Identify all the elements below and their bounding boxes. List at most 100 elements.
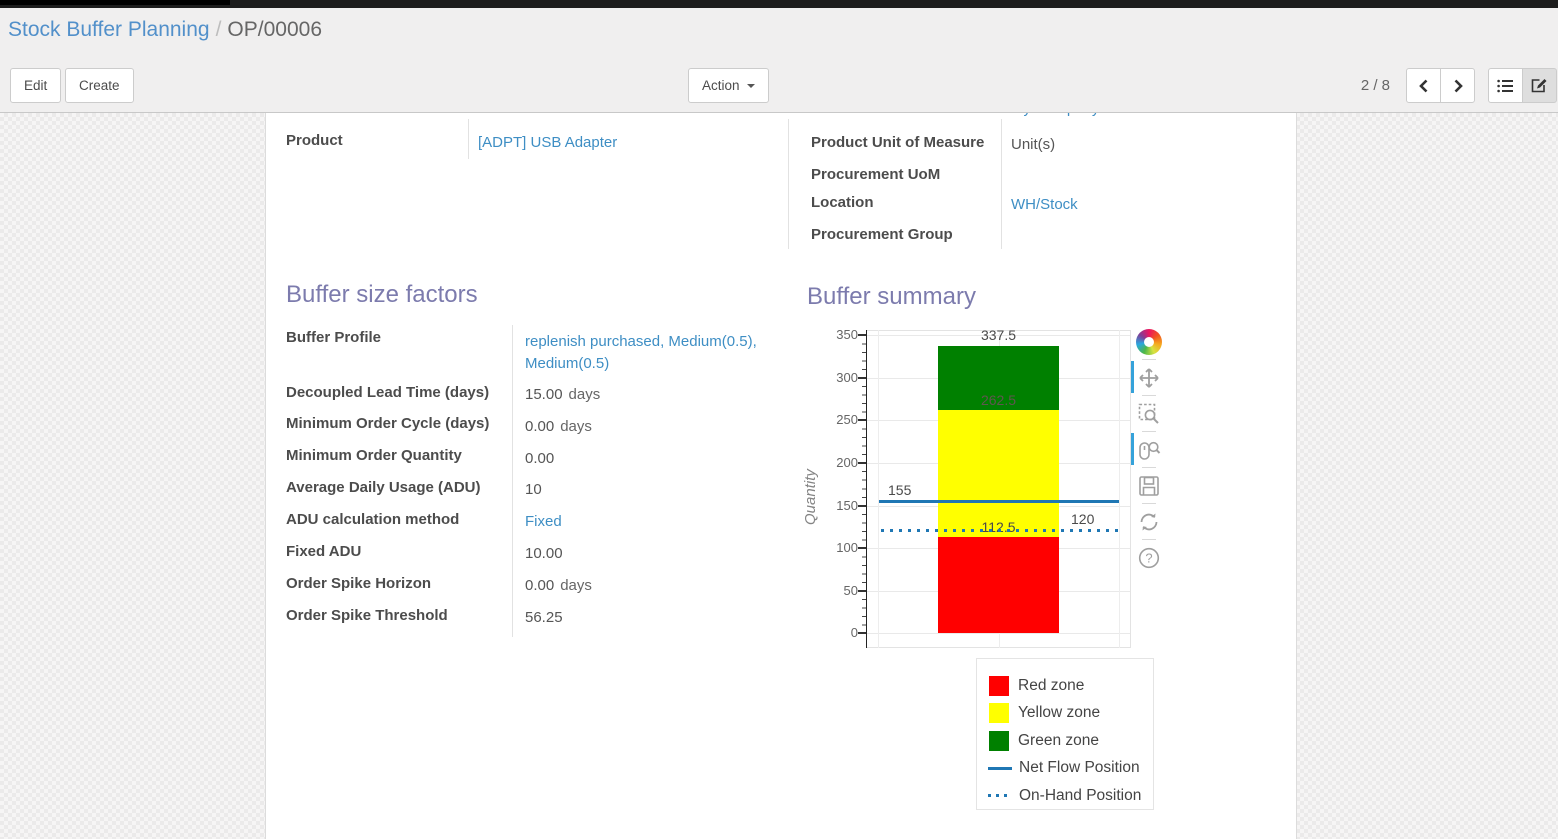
- toolbar-separator: [1142, 359, 1156, 360]
- field-separator: [512, 325, 513, 637]
- pan-icon[interactable]: [1136, 365, 1162, 391]
- location-label: Location: [811, 194, 874, 211]
- buffer-summary-heading: Buffer summary: [807, 283, 976, 310]
- toolbar-separator: [1142, 503, 1156, 504]
- decoupled-lead-time-label: Decoupled Lead Time (days): [286, 384, 490, 401]
- product-uom-label: Product Unit of Measure: [811, 134, 985, 151]
- pager-previous-button[interactable]: [1406, 68, 1441, 103]
- breadcrumb-parent-link[interactable]: Stock Buffer Planning: [8, 18, 210, 41]
- adu-label: Average Daily Usage (ADU): [286, 479, 481, 496]
- product-value-link[interactable]: [ADPT] USB Adapter: [478, 134, 618, 151]
- y-tick-label: 250: [836, 412, 858, 427]
- caret-down-icon: [746, 83, 755, 88]
- toolbar-separator: [1142, 539, 1156, 540]
- legend-item-red-zone: Red zone: [989, 672, 1153, 700]
- toolbar-separator: [1142, 395, 1156, 396]
- adu-method-value-link[interactable]: Fixed: [525, 513, 562, 530]
- on-hand-position-line: [881, 529, 1119, 532]
- order-spike-horizon-value: 0.00: [525, 577, 555, 594]
- green-zone-bar: [938, 346, 1059, 410]
- location-value-link[interactable]: WH/Stock: [1011, 196, 1078, 213]
- save-icon[interactable]: [1136, 473, 1162, 499]
- buffer-summary-chart: Quantity 350 300 250: [802, 325, 1178, 670]
- annotation-top-of-red: 112.5: [981, 519, 1016, 535]
- y-tick-label: 50: [843, 583, 858, 598]
- legend-item-green-zone: Green zone: [989, 727, 1153, 755]
- legend-item-on-hand: On-Hand Position: [988, 782, 1153, 810]
- product-uom-value: Unit(s): [1011, 136, 1056, 153]
- active-tool-indicator: [1131, 361, 1134, 393]
- toolbar-separator: [1142, 431, 1156, 432]
- form-view-button[interactable]: [1522, 68, 1557, 103]
- adu-value: 10: [525, 481, 542, 498]
- form-sheet: My Company Product [ADPT] USB Adapter Pr…: [265, 113, 1297, 839]
- y-tick-label: 200: [836, 455, 858, 470]
- wheel-zoom-icon[interactable]: [1136, 437, 1162, 463]
- edit-button[interactable]: Edit: [10, 68, 62, 103]
- buffer-profile-label: Buffer Profile: [286, 329, 382, 346]
- action-dropdown-button[interactable]: Action: [688, 68, 769, 103]
- create-button[interactable]: Create: [65, 68, 134, 103]
- yellow-swatch: [989, 703, 1009, 724]
- legend-item-net-flow: Net Flow Position: [988, 755, 1153, 783]
- y-axis-tick: [858, 505, 866, 507]
- y-tick-label: 100: [836, 540, 858, 555]
- y-tick-label: 350: [836, 327, 858, 342]
- legend-label: Net Flow Position: [1019, 759, 1140, 777]
- list-view-icon: [1497, 79, 1513, 92]
- y-axis-title: Quantity: [802, 469, 819, 525]
- legend-label: On-Hand Position: [1019, 786, 1142, 804]
- y-axis-tick: [858, 419, 866, 421]
- y-axis-tick: [858, 334, 866, 336]
- order-spike-threshold-label: Order Spike Threshold: [286, 607, 448, 624]
- y-axis-tick: [858, 590, 866, 592]
- view-switcher: [1488, 68, 1557, 103]
- box-zoom-icon[interactable]: [1136, 401, 1162, 427]
- company-value[interactable]: My Company: [1011, 113, 1171, 117]
- list-view-button[interactable]: [1488, 68, 1523, 103]
- help-icon[interactable]: ?: [1136, 545, 1162, 571]
- form-view-background: My Company Product [ADPT] USB Adapter Pr…: [0, 113, 1558, 839]
- min-order-quantity-label: Minimum Order Quantity: [286, 447, 462, 464]
- chart-legend: Red zone Yellow zone Green zone Net Flow…: [976, 658, 1154, 810]
- svg-text:?: ?: [1145, 551, 1152, 566]
- gridline: [867, 633, 1130, 634]
- gridline: [878, 330, 879, 648]
- min-order-cycle-label: Minimum Order Cycle (days): [286, 415, 490, 432]
- annotation-top-of-yellow: 262.5: [980, 392, 1017, 408]
- red-swatch: [989, 675, 1009, 696]
- active-tool-indicator: [1131, 433, 1134, 465]
- pager-next-button[interactable]: [1440, 68, 1475, 103]
- y-axis: [866, 330, 867, 648]
- gridline: [867, 335, 1130, 336]
- fixed-adu-value: 10.00: [525, 545, 563, 562]
- product-label: Product: [286, 132, 343, 149]
- reset-icon[interactable]: [1136, 509, 1162, 535]
- procurement-uom-label: Procurement UoM: [811, 166, 941, 183]
- order-spike-threshold-value: 56.25: [525, 609, 563, 626]
- action-label: Action: [702, 78, 740, 93]
- annotation-on-hand: 120: [1071, 511, 1095, 527]
- dotted-line-swatch: [988, 794, 1012, 798]
- buffer-profile-value-link[interactable]: replenish purchased, Medium(0.5), Medium…: [525, 333, 757, 372]
- bokeh-logo-icon[interactable]: [1136, 329, 1162, 355]
- control-panel: Edit Create Action 2 / 8: [0, 60, 1558, 113]
- pager-buttons: [1406, 68, 1475, 103]
- breadcrumb: Stock Buffer Planning / OP/00006: [8, 18, 322, 42]
- breadcrumb-current: OP/00006: [227, 18, 322, 41]
- top-window-bar: [0, 0, 1558, 8]
- chevron-right-icon: [1454, 79, 1463, 92]
- adu-method-label: ADU calculation method: [286, 511, 460, 528]
- fixed-adu-label: Fixed ADU: [286, 543, 362, 560]
- annotation-top-of-green: 337.5: [980, 327, 1017, 343]
- y-tick-label: 300: [836, 370, 858, 385]
- legend-item-yellow-zone: Yellow zone: [989, 700, 1153, 728]
- order-spike-horizon-label: Order Spike Horizon: [286, 575, 432, 592]
- min-order-cycle-suffix: days: [560, 418, 592, 435]
- field-separator: [1001, 119, 1002, 249]
- annotation-net-flow: 155: [888, 482, 912, 498]
- breadcrumb-separator: /: [215, 18, 222, 41]
- buffer-size-factors-heading: Buffer size factors: [286, 281, 478, 308]
- chevron-left-icon: [1418, 79, 1427, 92]
- min-order-quantity-value: 0.00: [525, 450, 555, 467]
